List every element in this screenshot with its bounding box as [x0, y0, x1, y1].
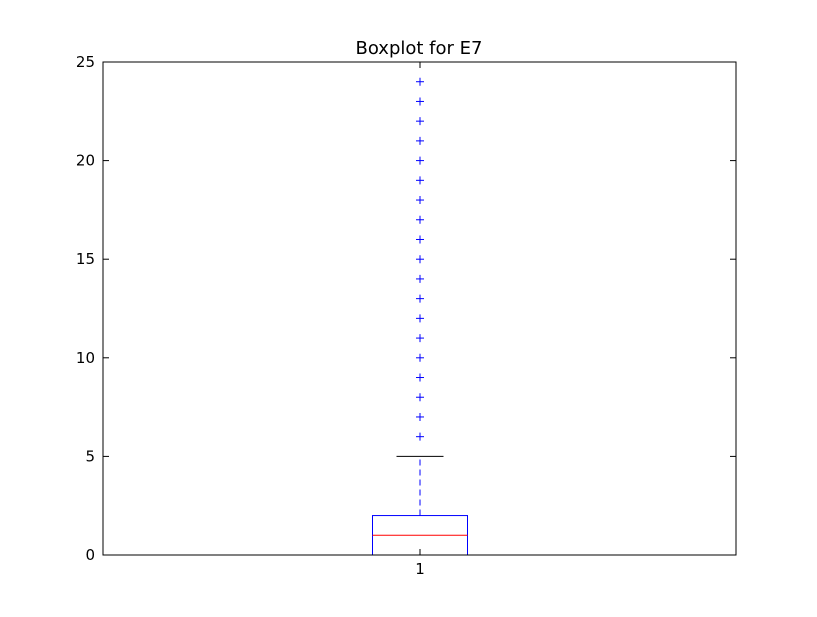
y-tick-label: 20 [76, 152, 95, 170]
y-tick-label: 25 [76, 53, 95, 71]
y-tick-label: 15 [76, 250, 95, 268]
outlier-point [416, 77, 424, 86]
chart-title: Boxplot for E7 [356, 38, 483, 59]
outlier-point [416, 334, 424, 343]
outlier-point [416, 353, 424, 362]
outlier-point [416, 136, 424, 145]
x-tick-label: 1 [415, 560, 425, 578]
outlier-point [416, 235, 424, 244]
y-tick-label: 0 [85, 546, 95, 564]
plot-area [372, 77, 468, 556]
outlier-point [416, 274, 424, 283]
outlier-point [416, 176, 424, 185]
y-tick-label: 5 [85, 447, 95, 465]
outlier-point [416, 432, 424, 441]
outlier-point [416, 412, 424, 421]
y-tick-label: 10 [76, 349, 95, 367]
axis-ticks: 0 5 10 15 20 25 1 [76, 53, 736, 578]
outlier-point [416, 294, 424, 303]
outlier-point [416, 215, 424, 224]
outlier-point [416, 373, 424, 382]
outlier-point [416, 156, 424, 165]
outlier-point [416, 393, 424, 402]
outlier-point [416, 314, 424, 323]
outlier-point [416, 196, 424, 205]
outlier-point [416, 255, 424, 264]
outlier-point [416, 117, 424, 126]
outlier-point [416, 97, 424, 106]
